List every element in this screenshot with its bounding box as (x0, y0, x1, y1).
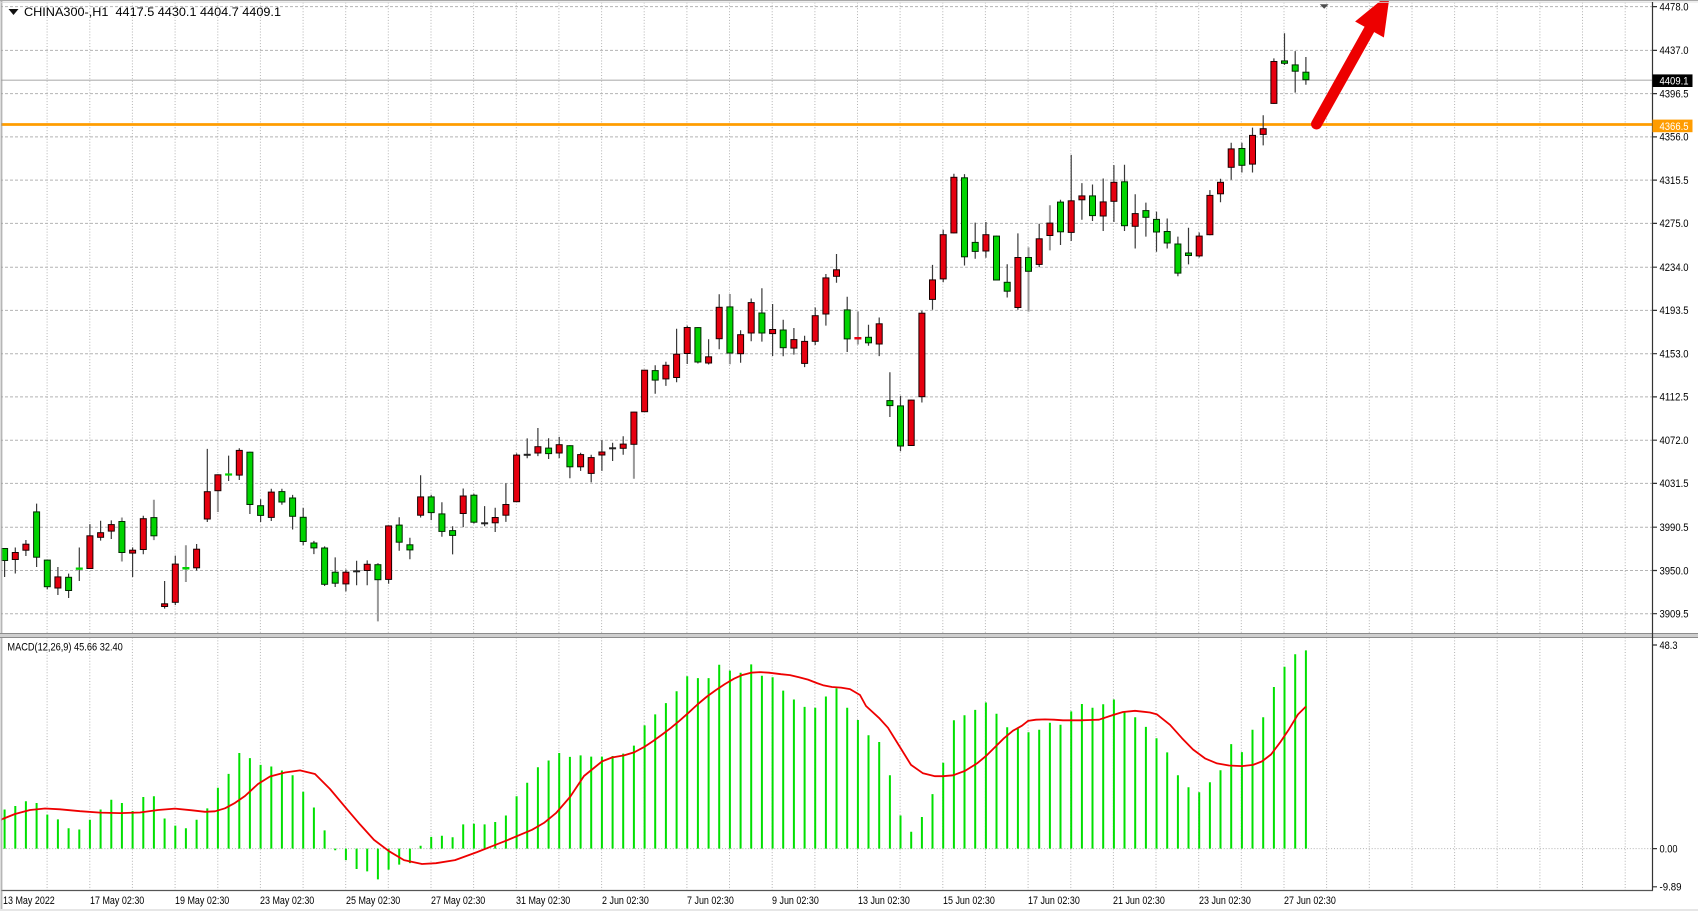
svg-text:4437.0: 4437.0 (1660, 45, 1689, 57)
svg-text:9 Jun 02:30: 9 Jun 02:30 (772, 895, 819, 907)
svg-text:4356.0: 4356.0 (1660, 132, 1689, 144)
svg-text:4478.0: 4478.0 (1660, 1, 1689, 13)
svg-text:7 Jun 02:30: 7 Jun 02:30 (687, 895, 734, 907)
svg-text:3950.0: 3950.0 (1660, 565, 1689, 577)
svg-text:2 Jun 02:30: 2 Jun 02:30 (602, 895, 649, 907)
svg-text:4153.0: 4153.0 (1660, 349, 1689, 361)
svg-text:CHINA300-,H1 4417.5 4430.1 44: CHINA300-,H1 4417.5 4430.1 4404.7 4409.1 (24, 5, 281, 19)
svg-text:25 May 02:30: 25 May 02:30 (346, 895, 400, 907)
svg-text:4193.5: 4193.5 (1660, 305, 1689, 317)
svg-text:4315.5: 4315.5 (1660, 175, 1689, 187)
svg-text:31 May 02:30: 31 May 02:30 (516, 895, 570, 907)
svg-text:4234.0: 4234.0 (1660, 262, 1689, 274)
svg-text:4275.0: 4275.0 (1660, 218, 1689, 230)
svg-text:MACD(12,26,9) 45.66 32.40: MACD(12,26,9) 45.66 32.40 (7, 641, 122, 653)
svg-text:23 May 02:30: 23 May 02:30 (260, 895, 314, 907)
svg-text:-9.89: -9.89 (1660, 882, 1682, 894)
svg-text:4409.1: 4409.1 (1660, 76, 1689, 88)
svg-text:3909.5: 3909.5 (1660, 609, 1689, 621)
svg-text:13 Jun 02:30: 13 Jun 02:30 (858, 895, 910, 907)
svg-text:17 Jun 02:30: 17 Jun 02:30 (1028, 895, 1080, 907)
svg-text:15 Jun 02:30: 15 Jun 02:30 (943, 895, 995, 907)
svg-text:4112.5: 4112.5 (1660, 392, 1689, 404)
svg-text:13 May 2022: 13 May 2022 (3, 895, 55, 907)
svg-text:23 Jun 02:30: 23 Jun 02:30 (1199, 895, 1251, 907)
svg-text:19 May 02:30: 19 May 02:30 (175, 895, 229, 907)
svg-text:27 Jun 02:30: 27 Jun 02:30 (1284, 895, 1336, 907)
svg-text:27 May 02:30: 27 May 02:30 (431, 895, 485, 907)
svg-text:17 May 02:30: 17 May 02:30 (90, 895, 144, 907)
svg-text:4072.0: 4072.0 (1660, 435, 1689, 447)
svg-text:21 Jun 02:30: 21 Jun 02:30 (1113, 895, 1165, 907)
svg-text:0.00: 0.00 (1660, 843, 1678, 855)
svg-text:48.3: 48.3 (1660, 640, 1678, 652)
svg-text:4366.5: 4366.5 (1660, 121, 1689, 133)
svg-text:4031.5: 4031.5 (1660, 478, 1689, 490)
svg-text:4396.5: 4396.5 (1660, 88, 1689, 100)
svg-text:3990.5: 3990.5 (1660, 522, 1689, 534)
